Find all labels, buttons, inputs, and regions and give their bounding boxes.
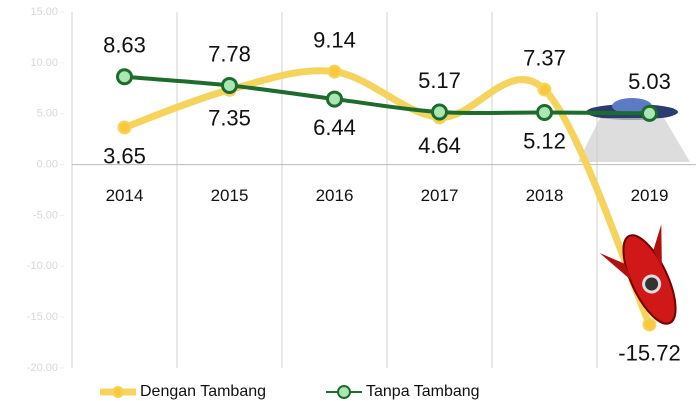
marker (223, 78, 237, 92)
y-tick-label: -5.00 (33, 209, 58, 221)
x-tick-label: 2014 (106, 186, 144, 205)
y-tick-label: 0.00 (37, 158, 58, 170)
data-label: 5.03 (628, 69, 671, 94)
marker (118, 70, 132, 84)
data-label: 4.64 (418, 133, 461, 158)
marker (538, 105, 552, 119)
marker (119, 121, 131, 133)
x-tick-label: 2015 (211, 186, 249, 205)
marker (433, 105, 447, 119)
x-tick-label: 2016 (316, 186, 354, 205)
y-tick-label: 15.00 (30, 6, 58, 18)
data-label: 7.78 (208, 41, 251, 66)
legend-marker (113, 387, 123, 397)
x-tick-label: 2017 (421, 186, 459, 205)
marker (329, 66, 341, 78)
legend-marker (338, 386, 350, 398)
ufo-beam (578, 118, 690, 162)
legend: Dengan Tambang Tanpa Tambang (100, 383, 480, 400)
legend-label: Dengan Tambang (140, 383, 266, 400)
y-tick-label: 5.00 (37, 108, 58, 120)
data-label: 6.44 (313, 115, 356, 140)
marker (328, 92, 342, 106)
data-label: 7.37 (523, 45, 566, 70)
data-label: 5.17 (418, 68, 461, 93)
data-label: 8.63 (103, 33, 146, 58)
marker (643, 106, 657, 120)
data-label: 9.14 (313, 27, 356, 52)
y-tick-label: 10.00 (30, 57, 58, 69)
data-label: 3.65 (103, 143, 146, 168)
x-tick-label: 2019 (631, 186, 669, 205)
data-label: 7.35 (208, 106, 251, 131)
data-label: 5.12 (523, 128, 566, 153)
data-label: -15.72 (618, 340, 680, 365)
y-tick-label: -10.00 (27, 260, 58, 272)
legend-label: Tanpa Tambang (366, 383, 480, 400)
y-tick-label: -15.00 (27, 311, 58, 323)
marker (644, 318, 656, 330)
y-tick-label: -20.00 (27, 362, 58, 374)
x-tick-label: 2018 (526, 186, 564, 205)
decoration (578, 98, 690, 162)
marker (539, 84, 551, 96)
chart: -20.00 -15.00 -10.00 -5.00 0.00 5.00 10.00 15.0… (0, 0, 696, 401)
